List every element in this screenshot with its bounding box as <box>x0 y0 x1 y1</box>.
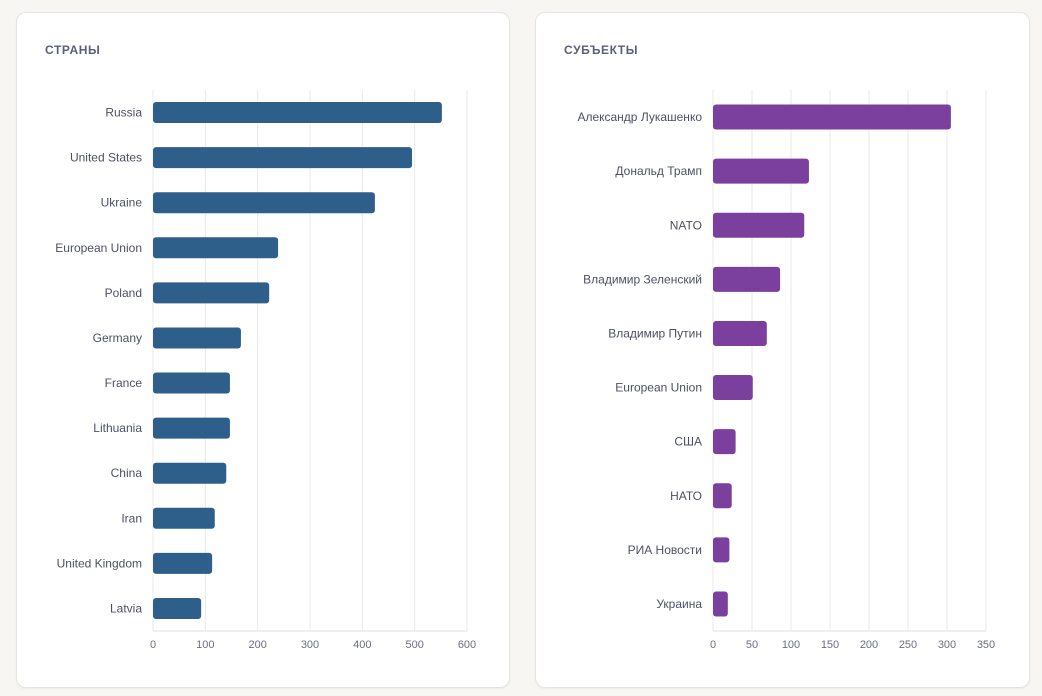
countries-card: СТРАНЫ <box>16 12 510 688</box>
x-tick-label: 250 <box>899 639 917 651</box>
category-label: European Union <box>55 241 142 255</box>
x-tick-label: 350 <box>977 639 995 651</box>
x-tick-label: 300 <box>938 639 956 651</box>
bar[interactable] <box>153 552 213 574</box>
bar[interactable] <box>713 320 767 346</box>
bar[interactable] <box>153 597 202 619</box>
category-label: Poland <box>105 286 142 300</box>
bar[interactable] <box>153 282 270 304</box>
category-label: Украина <box>656 597 702 611</box>
category-label: NATO <box>670 218 702 232</box>
category-label: United Kingdom <box>57 556 142 570</box>
bar[interactable] <box>153 462 227 484</box>
category-label: Iran <box>121 511 142 525</box>
bar[interactable] <box>713 266 781 292</box>
category-label: China <box>111 466 143 480</box>
x-tick-label: 600 <box>458 639 476 651</box>
category-label: США <box>674 435 702 449</box>
category-label: Latvia <box>110 601 142 615</box>
category-label: Ukraine <box>101 196 143 210</box>
x-tick-label: 100 <box>196 639 214 651</box>
category-label: Владимир Зеленский <box>583 272 702 286</box>
category-label: НАТО <box>670 489 702 503</box>
bar[interactable] <box>153 102 442 124</box>
x-tick-label: 0 <box>150 639 156 651</box>
category-label: United States <box>70 151 142 165</box>
category-label: Russia <box>105 106 142 120</box>
bar[interactable] <box>713 212 805 238</box>
countries-title: СТРАНЫ <box>45 43 101 57</box>
bar[interactable] <box>153 147 413 169</box>
x-tick-label: 400 <box>353 639 371 651</box>
category-label: Lithuania <box>93 421 142 435</box>
bar[interactable] <box>153 192 375 214</box>
x-tick-label: 200 <box>860 639 878 651</box>
category-label: European Union <box>615 381 702 395</box>
x-tick-label: 0 <box>710 639 716 651</box>
bar[interactable] <box>713 591 728 617</box>
bar[interactable] <box>713 537 730 563</box>
bar[interactable] <box>153 237 279 259</box>
category-label: Владимир Путин <box>608 326 702 340</box>
category-label: Germany <box>93 331 142 345</box>
bar[interactable] <box>713 158 809 184</box>
x-tick-label: 50 <box>746 639 758 651</box>
bar[interactable] <box>713 483 732 509</box>
bar[interactable] <box>153 417 230 439</box>
bar[interactable] <box>153 507 215 529</box>
category-label: Дональд Трамп <box>615 164 702 178</box>
bar[interactable] <box>153 327 241 349</box>
bar[interactable] <box>713 104 951 130</box>
bar[interactable] <box>713 429 736 455</box>
x-tick-label: 500 <box>405 639 423 651</box>
x-tick-label: 200 <box>248 639 266 651</box>
bar[interactable] <box>713 375 753 401</box>
x-tick-label: 100 <box>782 639 800 651</box>
x-tick-label: 150 <box>821 639 839 651</box>
x-tick-label: 300 <box>301 639 319 651</box>
category-label: Александр Лукашенко <box>577 110 702 124</box>
category-label: France <box>105 376 143 390</box>
category-label: РИА Новости <box>628 543 702 557</box>
bar[interactable] <box>153 372 230 394</box>
subjects-title: СУБЪЕКТЫ <box>564 43 639 57</box>
